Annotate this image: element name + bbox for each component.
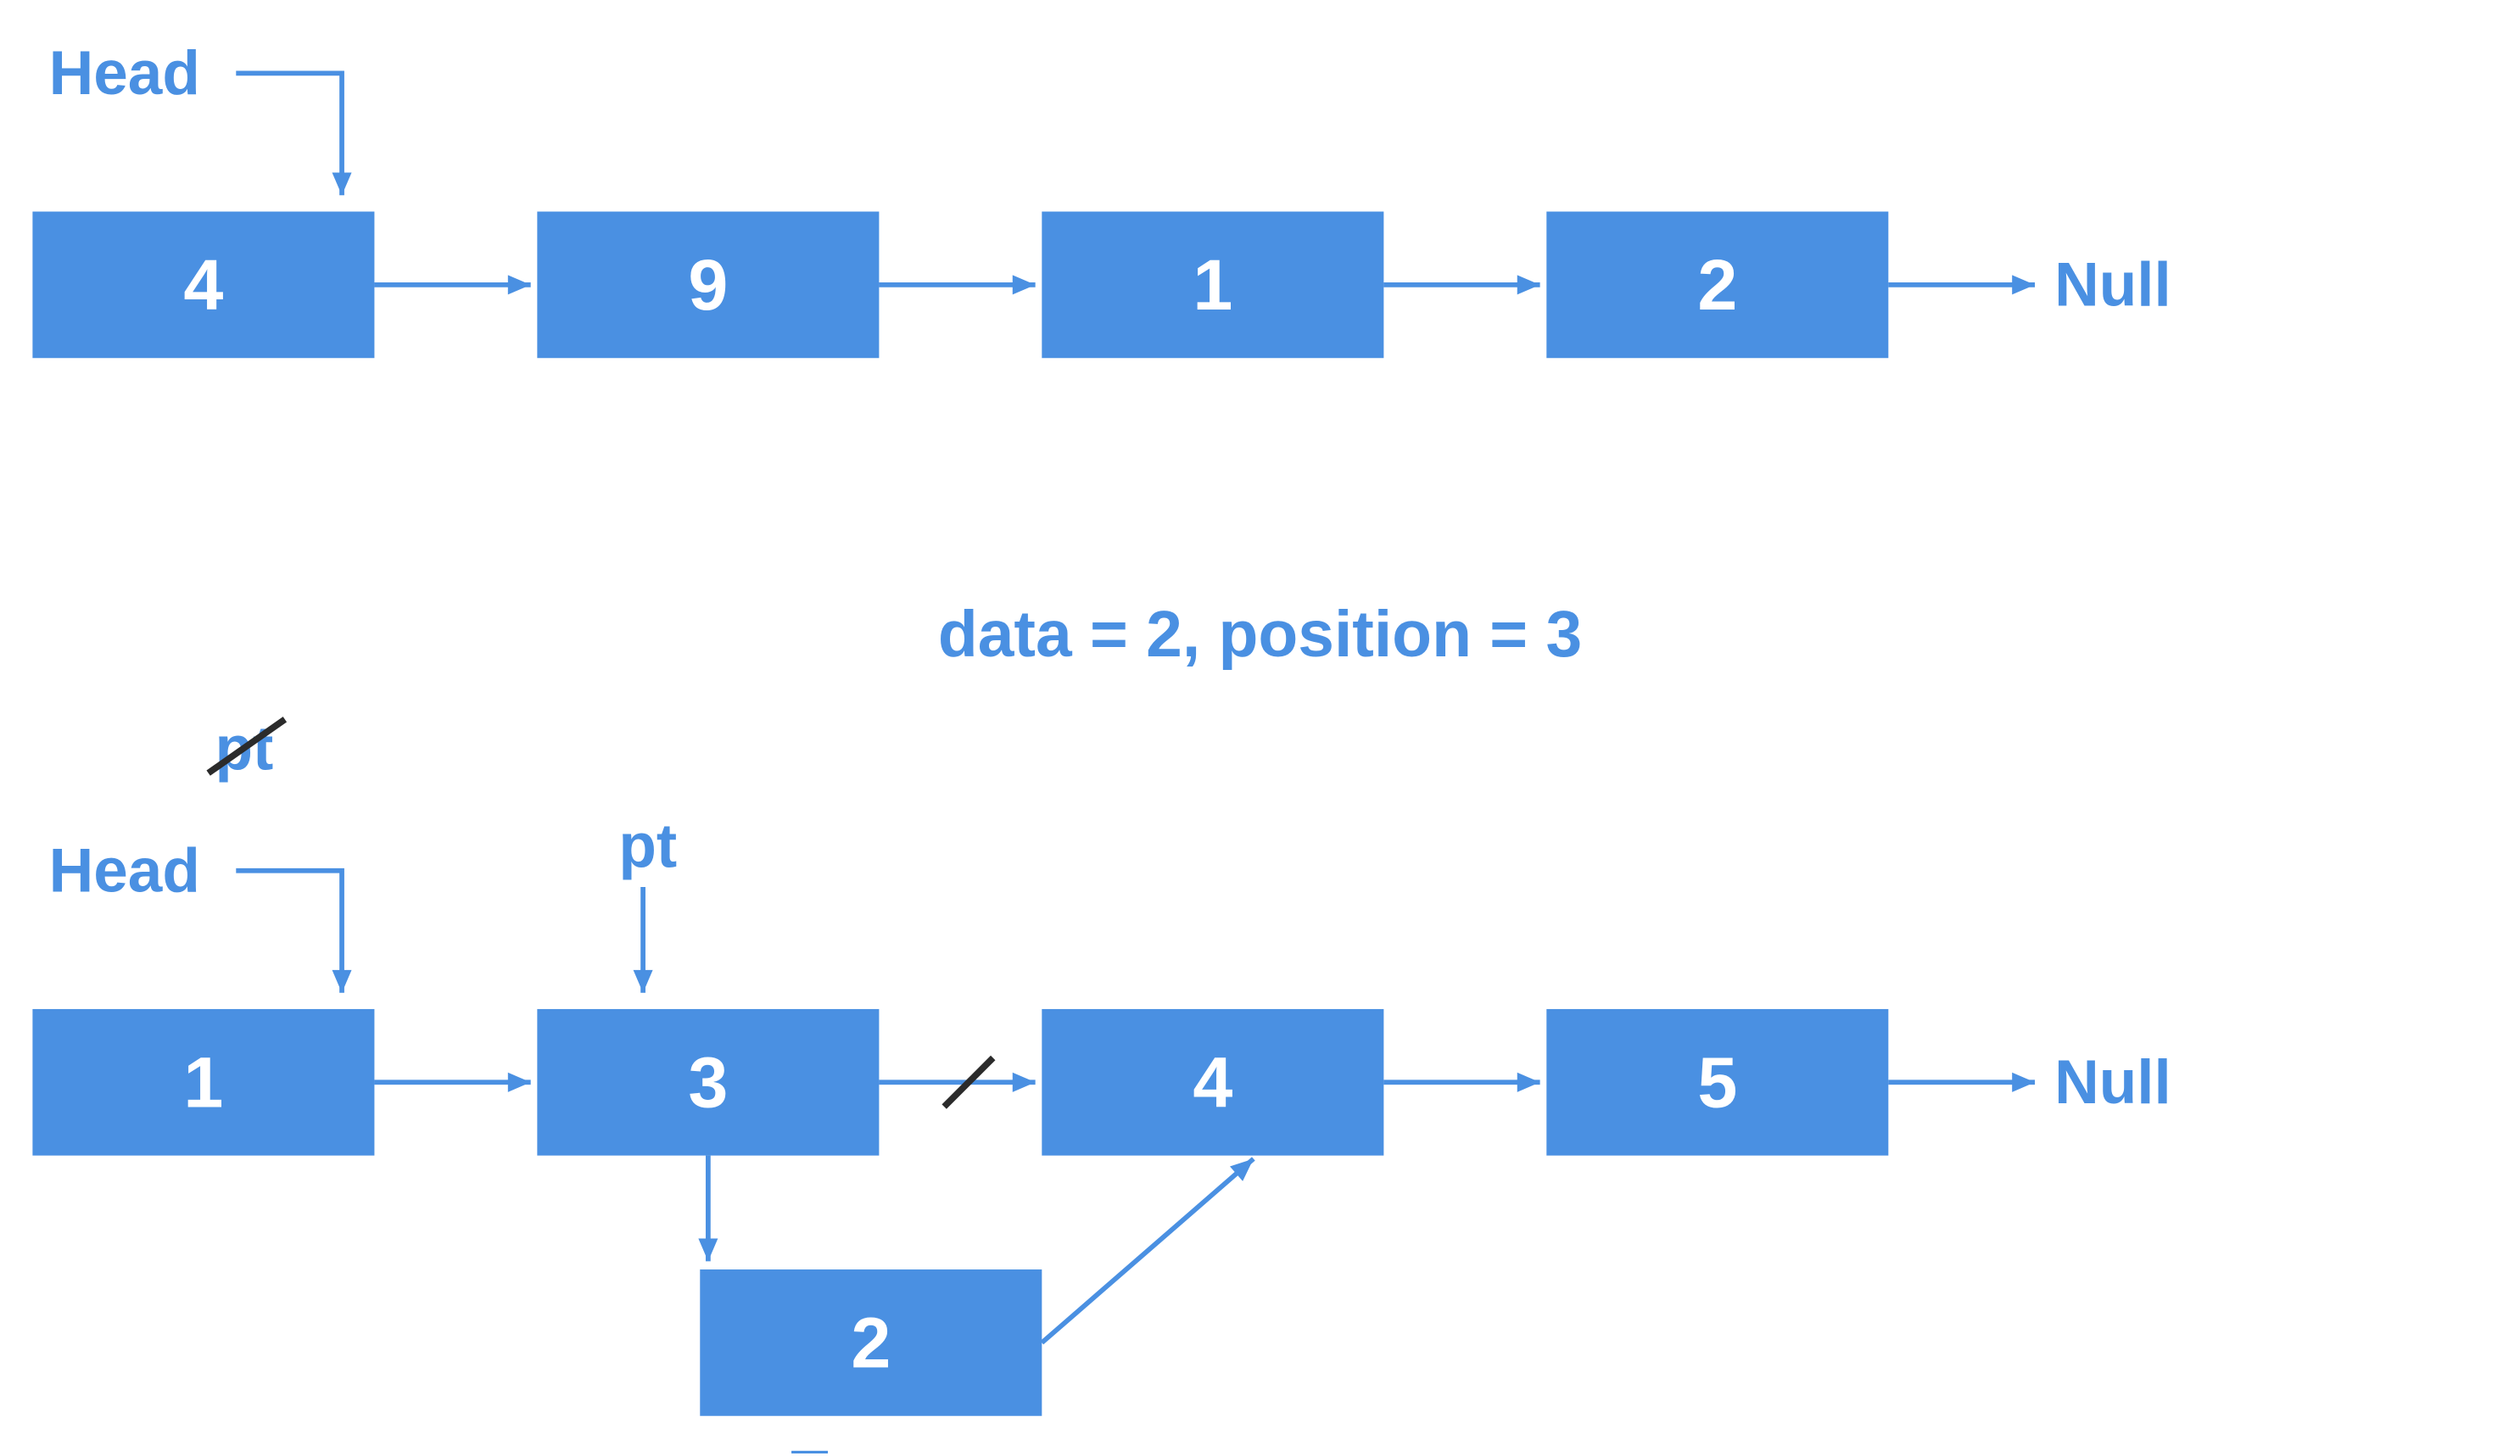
pt-current-arrow-head xyxy=(634,970,653,993)
list2-null-label: Null xyxy=(2054,1048,2171,1117)
list1-head-arrow xyxy=(236,73,342,195)
list1-null-label: Null xyxy=(2054,250,2171,319)
list1-link-1-head xyxy=(1013,275,1036,294)
list1-node-3-value: 2 xyxy=(1697,245,1737,325)
list1-link-2-head xyxy=(1517,275,1540,294)
list1-head-arrow-head xyxy=(332,172,352,195)
linked-list-diagram: Head 4 9 1 2 Null data = 2, position = 3 Head 1 3… xyxy=(0,0,2520,1453)
list1-null-arrow-head xyxy=(2012,275,2035,294)
list2-link-2-head xyxy=(1517,1073,1540,1092)
list2-null-arrow-head xyxy=(2012,1073,2035,1092)
list2-link-1-head xyxy=(1013,1073,1036,1092)
list2-node-3-value: 5 xyxy=(1697,1042,1737,1122)
temp-label: Temp xyxy=(791,1438,951,1453)
list2-node-1-value: 3 xyxy=(688,1042,728,1122)
caption: data = 2, position = 3 xyxy=(938,599,1582,671)
temp-in-arrow-head xyxy=(698,1239,718,1262)
list2-link-0-head xyxy=(508,1073,531,1092)
pt-current-label: pt xyxy=(618,812,677,881)
list1-node-1-value: 9 xyxy=(688,245,728,325)
list2-node-0-value: 1 xyxy=(183,1042,223,1122)
list2-node-2-value: 4 xyxy=(1193,1042,1232,1122)
list2-head-arrow xyxy=(236,871,342,993)
list2-head-label: Head xyxy=(49,836,200,905)
temp-node-value: 2 xyxy=(851,1303,891,1382)
list1-node-0-value: 4 xyxy=(183,245,223,325)
temp-out-arrow xyxy=(1042,1159,1254,1343)
list1-head-label: Head xyxy=(49,39,200,108)
list1-link-0-head xyxy=(508,275,531,294)
list1-node-2-value: 1 xyxy=(1193,245,1232,325)
list2-head-arrow-head xyxy=(332,970,352,993)
